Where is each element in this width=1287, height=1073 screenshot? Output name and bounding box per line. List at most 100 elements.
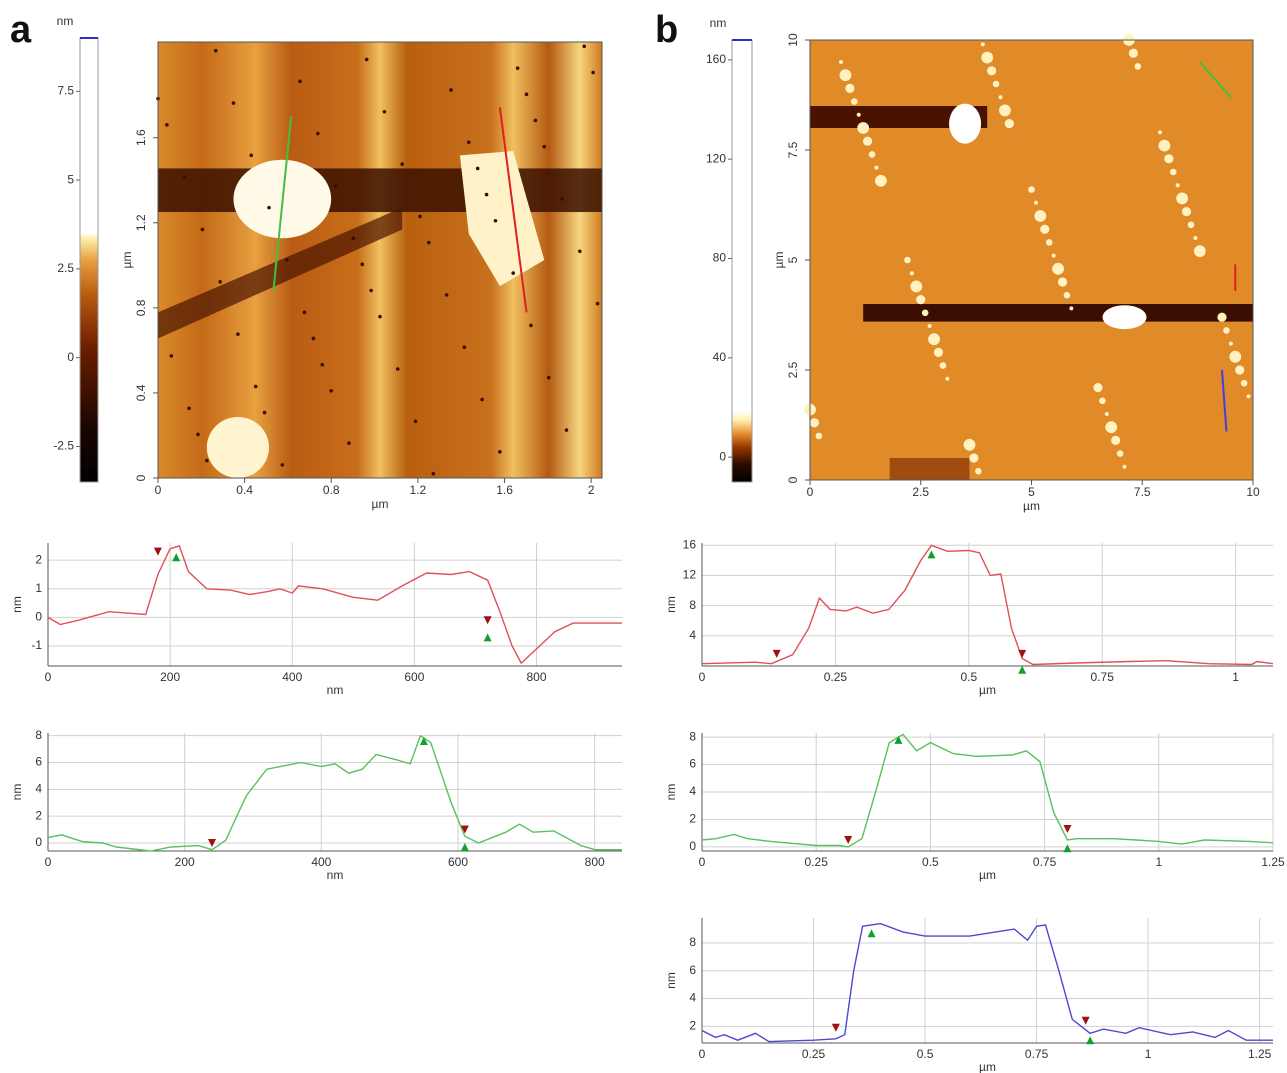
- x-tick-label: 0.25: [805, 855, 829, 869]
- y-tick-label: 0: [134, 474, 148, 481]
- colorbar-tick-label: 160: [706, 52, 726, 66]
- x-axis-label: nm: [327, 868, 344, 882]
- pit: [231, 101, 236, 105]
- pit: [253, 384, 258, 389]
- x-tick-label: 1: [1232, 670, 1239, 684]
- y-tick-label: 6: [689, 757, 696, 771]
- particle: [1093, 383, 1103, 393]
- particle: [1122, 464, 1127, 469]
- x-tick-label: 0.5: [917, 1047, 934, 1061]
- x-tick-label: 1.25: [1248, 1047, 1272, 1061]
- particle: [851, 98, 858, 105]
- y-axis-label: nm: [10, 784, 24, 801]
- particle: [1175, 183, 1180, 188]
- particle: [1193, 236, 1198, 240]
- particle: [928, 333, 940, 346]
- y-tick-label: 10: [786, 33, 800, 47]
- x-tick-label: 1.25: [1261, 855, 1285, 869]
- colorbar-tick-label: 120: [706, 151, 726, 165]
- pit: [382, 109, 387, 114]
- x-tick-label: 0.5: [922, 855, 939, 869]
- pit: [493, 218, 498, 223]
- pit: [196, 432, 200, 437]
- profile-chart: 0 200 400 600 800 -1 0 1 2 nm nm: [10, 543, 622, 697]
- particle: [1228, 341, 1233, 346]
- x-tick-label: 0.5: [960, 670, 977, 684]
- pit: [236, 332, 240, 336]
- particle: [1128, 48, 1138, 58]
- cursor-down: [208, 838, 216, 847]
- y-tick-label: 5: [786, 256, 800, 263]
- pit: [484, 192, 489, 197]
- pit: [205, 458, 209, 463]
- x-tick-label: 0.75: [1033, 855, 1057, 869]
- profile-chart: 0 0.25 0.5 0.75 1 4 8 12 16 µm nm: [664, 537, 1274, 697]
- particle: [1229, 350, 1242, 363]
- x-tick-label: 2.5: [912, 485, 929, 499]
- cursor-down: [1018, 649, 1027, 658]
- pit: [578, 249, 582, 254]
- pit: [213, 48, 218, 53]
- cursor-down: [483, 616, 492, 625]
- x-tick-label: 10: [1246, 485, 1260, 499]
- cursor-up: [1086, 1036, 1095, 1045]
- pit: [467, 140, 471, 145]
- x-tick-label: 0.4: [236, 483, 253, 497]
- particle: [1034, 210, 1047, 222]
- pit: [262, 410, 267, 415]
- particle: [1033, 200, 1038, 205]
- particle: [1164, 154, 1174, 164]
- particle: [945, 376, 950, 381]
- colorbar-tick-label: 0: [67, 350, 74, 364]
- particle: [1187, 221, 1195, 229]
- pit: [564, 428, 569, 432]
- pit: [529, 323, 533, 328]
- particle: [904, 256, 911, 264]
- section-line: [498, 107, 528, 313]
- y-tick-label: 1.2: [134, 214, 148, 231]
- particle: [998, 95, 1003, 100]
- particle: [862, 136, 873, 146]
- pit: [182, 175, 187, 179]
- pit: [320, 362, 325, 367]
- y-tick-label: 0.8: [134, 299, 148, 316]
- pit: [280, 463, 285, 467]
- cursor-down: [460, 825, 469, 834]
- dark-band: [158, 168, 602, 213]
- colorbar-tick-label: 2.5: [57, 261, 74, 275]
- particle: [933, 347, 944, 357]
- y-tick-label: 8: [35, 728, 42, 742]
- pit: [582, 44, 587, 49]
- cursor-down: [772, 649, 781, 658]
- particle: [999, 104, 1011, 117]
- y-tick-label: 2.5: [786, 361, 800, 378]
- dark-patch: [889, 458, 970, 480]
- profile-line: [701, 544, 1274, 666]
- pit: [542, 144, 547, 149]
- pit: [364, 57, 369, 62]
- y-tick-label: 0: [786, 476, 800, 483]
- pit: [351, 236, 356, 240]
- particle: [1099, 397, 1106, 405]
- colorbar-label: nm: [710, 16, 727, 30]
- particle: [1057, 277, 1068, 287]
- particle: [1158, 139, 1171, 152]
- pit: [511, 271, 515, 275]
- x-tick-label: 200: [175, 855, 195, 869]
- x-tick-label: 2: [588, 483, 595, 497]
- particle: [857, 122, 870, 134]
- pit: [560, 197, 564, 201]
- island: [206, 416, 269, 479]
- pit: [333, 184, 338, 188]
- particle: [975, 467, 982, 475]
- afm-panel: a nm -2.5 0 2.5 5 7.5 0 0.4 0.8 1.2 1.6 2 0 0.4 0.8 1.2 1…: [10, 9, 603, 511]
- y-tick-label: 1.6: [134, 129, 148, 146]
- cursor-down: [844, 836, 853, 845]
- x-axis-label: µm: [1023, 499, 1040, 513]
- x-axis-label: nm: [327, 683, 344, 697]
- particle: [874, 165, 879, 170]
- dark-band: [810, 106, 988, 128]
- cursor-up: [894, 735, 903, 744]
- pit: [533, 118, 538, 123]
